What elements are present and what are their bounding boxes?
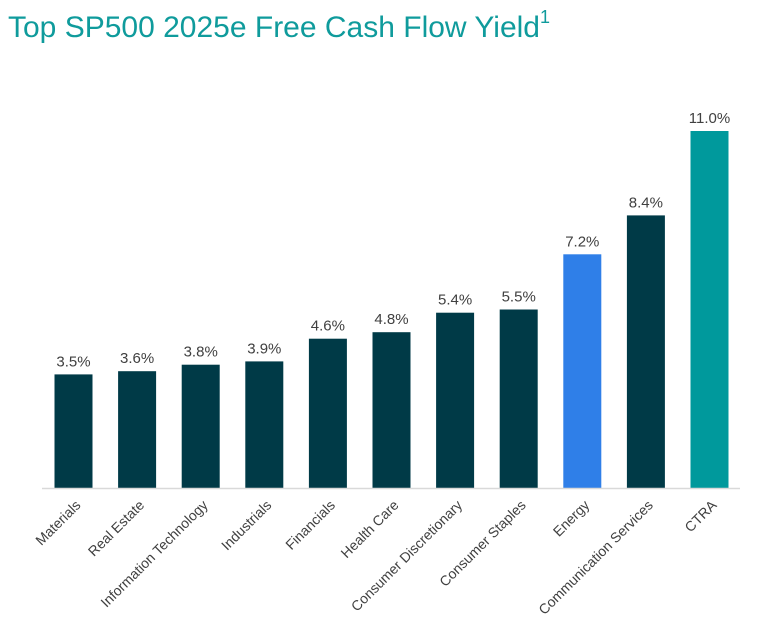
value-label-industrials: 3.9% (247, 340, 281, 357)
bar-industrials (245, 361, 284, 488)
x-tick-label-financials: Financials (282, 497, 338, 553)
value-label-materials: 3.5% (56, 353, 90, 370)
bar-financials (308, 338, 347, 488)
value-label-energy: 7.2% (565, 233, 599, 250)
value-label-information-technology: 3.8% (184, 344, 218, 361)
x-tick-label-materials: Materials (32, 497, 83, 548)
x-tick-label-communication-services: Communication Services (535, 497, 656, 618)
bar-materials (54, 374, 93, 488)
chart-title-text: Top SP500 2025e Free Cash Flow Yield (8, 11, 540, 44)
bar-consumer-staples (499, 309, 538, 488)
bars-group (54, 131, 729, 488)
value-labels-group: 3.5% 3.6% 3.8% 3.9% 4.6% 4.8% 5.4% 5.5% 7.2% 8.4%… (56, 110, 730, 370)
value-label-consumer-staples: 5.5% (502, 289, 536, 306)
value-label-consumer-discretionary: 5.4% (438, 292, 472, 309)
bar-communication-services (626, 215, 665, 488)
value-label-ctra: 11.0% (689, 110, 730, 127)
chart-title: Top SP500 2025e Free Cash Flow Yield1 (8, 7, 551, 45)
x-tick-label-industrials: Industrials (218, 497, 274, 553)
bar-real-estate (118, 371, 157, 488)
bar-energy (563, 254, 602, 488)
bar-information-technology (181, 364, 220, 488)
bar-health-care (372, 332, 411, 488)
x-tick-label-ctra: CTRA (681, 496, 720, 535)
value-label-communication-services: 8.4% (629, 194, 663, 211)
x-tick-label-energy: Energy (550, 497, 593, 540)
bar-consumer-discretionary (436, 312, 475, 488)
title-footnote-marker: 1 (540, 7, 551, 27)
x-tick-label-health-care: Health Care (337, 497, 401, 561)
value-label-financials: 4.6% (311, 318, 345, 335)
value-label-real-estate: 3.6% (120, 350, 154, 367)
x-tick-label-real-estate: Real Estate (85, 497, 148, 560)
x-tick-label-information-technology: Information Technology (97, 497, 210, 610)
value-label-health-care: 4.8% (374, 311, 408, 328)
bar-ctra (690, 131, 729, 488)
x-tick-label-consumer-discretionary: Consumer Discretionary (348, 497, 466, 615)
